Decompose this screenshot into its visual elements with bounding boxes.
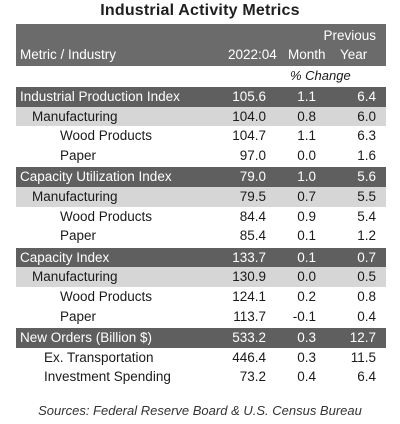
row-value: 104.7 — [232, 128, 266, 144]
header-metric-industry: Metric / Industry — [20, 47, 117, 62]
table-row: Ex. Transportation 446.4 0.3 11.5 — [16, 347, 386, 368]
table-row: New Orders (Billion $) 533.2 0.3 12.7 — [16, 326, 386, 348]
row-month-change: 0.9 — [297, 208, 316, 224]
header-year: Year — [340, 47, 368, 62]
row-value: 73.2 — [239, 369, 266, 385]
row-month-change: 0.3 — [297, 330, 316, 346]
row-month-change: 0.1 — [297, 228, 316, 244]
row-label: Paper — [60, 228, 97, 244]
row-year-change: 6.4 — [357, 369, 376, 385]
row-year-change: 5.4 — [357, 208, 376, 224]
row-year-change: 5.5 — [357, 188, 376, 204]
row-month-change: 0.0 — [297, 147, 316, 163]
pct-change-subheader: % Change — [16, 67, 386, 84]
row-year-change: 0.8 — [357, 288, 376, 304]
row-month-change: 1.1 — [297, 89, 316, 104]
row-month-change: 0.1 — [297, 249, 316, 265]
row-month-change: 1.0 — [297, 169, 316, 185]
row-label: Paper — [60, 147, 97, 163]
row-value: 124.1 — [232, 288, 266, 304]
row-month-change: 0.7 — [297, 188, 316, 204]
table-row: Manufacturing 104.0 0.8 6.0 — [16, 106, 386, 127]
row-year-change: 1.6 — [357, 147, 376, 163]
table-row: Capacity Index 133.7 0.1 0.7 — [16, 245, 386, 268]
row-year-change: 5.6 — [357, 169, 376, 185]
row-value: 133.7 — [232, 249, 266, 265]
row-year-change: 0.7 — [357, 249, 376, 265]
table-row: Manufacturing 130.9 0.0 0.5 — [16, 267, 386, 287]
table-body: Industrial Production Index 105.6 1.1 6.4 Ma… — [16, 85, 386, 387]
row-label: Manufacturing — [32, 188, 118, 204]
header-date: 2022:04 — [228, 47, 277, 62]
row-year-change: 11.5 — [350, 349, 376, 365]
row-label: Ex. Transportation — [44, 349, 154, 365]
table-row: Capacity Utilization Index 79.0 1.0 5.6 — [16, 165, 386, 187]
row-year-change: 0.5 — [357, 269, 376, 285]
row-value: 113.7 — [233, 308, 266, 324]
row-label: Capacity Index — [20, 249, 110, 265]
row-year-change: 1.2 — [357, 228, 376, 244]
table-row: Manufacturing 79.5 0.7 5.5 — [16, 186, 386, 207]
row-label: Capacity Utilization Index — [20, 169, 172, 185]
table-row: Investment Spending 73.2 0.4 6.4 — [16, 367, 386, 387]
pct-change-label: % Change — [290, 68, 351, 83]
header-previous: Previous — [323, 28, 376, 43]
row-label: New Orders (Billion $) — [20, 330, 153, 346]
source-note: Sources: Federal Reserve Board & U.S. Ce… — [38, 403, 362, 418]
row-month-change: 1.1 — [297, 128, 316, 144]
row-year-change: 6.3 — [357, 128, 376, 144]
row-value: 79.0 — [239, 169, 266, 185]
table-row: Paper 85.4 0.1 1.2 — [16, 226, 386, 246]
header-month: Month — [288, 47, 326, 62]
row-value: 84.4 — [239, 208, 266, 224]
row-month-change: 0.0 — [297, 269, 316, 285]
row-label: Industrial Production Index — [20, 89, 180, 104]
row-label: Wood Products — [60, 288, 153, 304]
row-month-change: 0.8 — [297, 108, 316, 124]
row-month-change: -0.1 — [292, 308, 316, 324]
row-value: 105.6 — [232, 89, 266, 104]
row-year-change: 6.4 — [357, 89, 376, 104]
row-label: Manufacturing — [32, 108, 118, 124]
table-row: Paper 113.7 -0.1 0.4 — [16, 306, 386, 327]
row-value: 97.0 — [239, 147, 266, 163]
table-header: Previous Metric / Industry 2022:04 Month… — [16, 24, 386, 66]
row-year-change: 0.4 — [357, 308, 376, 324]
row-month-change: 0.4 — [297, 369, 316, 385]
row-value: 533.2 — [232, 330, 266, 346]
table-row: Wood Products 124.1 0.2 0.8 — [16, 286, 386, 307]
row-label: Wood Products — [60, 208, 153, 224]
row-month-change: 0.2 — [297, 288, 316, 304]
row-label: Paper — [60, 308, 97, 324]
table-row: Wood Products 84.4 0.9 5.4 — [16, 206, 386, 227]
row-value: 79.5 — [239, 188, 266, 204]
row-label: Manufacturing — [32, 269, 118, 285]
row-year-change: 6.0 — [357, 108, 376, 124]
row-value: 85.4 — [239, 228, 266, 244]
table-title: Industrial Activity Metrics — [100, 2, 300, 19]
row-value: 446.4 — [232, 349, 266, 365]
table-row: Paper 97.0 0.0 1.6 — [16, 145, 386, 166]
table-row: Industrial Production Index 105.6 1.1 6.4 — [16, 85, 386, 107]
row-label: Investment Spending — [44, 369, 171, 385]
row-year-change: 12.7 — [349, 330, 376, 346]
row-month-change: 0.3 — [297, 349, 316, 365]
row-value: 104.0 — [232, 108, 266, 124]
table-row: Wood Products 104.7 1.1 6.3 — [16, 126, 386, 146]
row-value: 130.9 — [232, 269, 266, 285]
row-label: Wood Products — [60, 128, 153, 144]
